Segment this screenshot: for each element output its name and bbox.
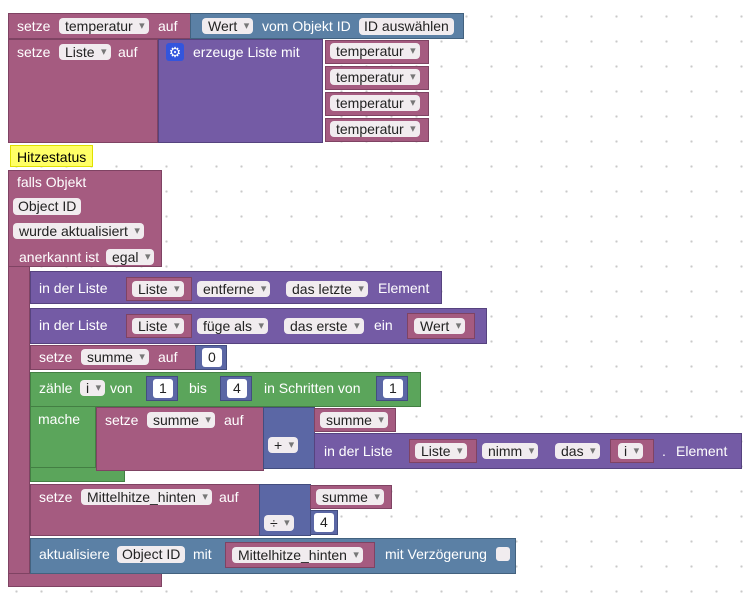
auf-label: auf <box>158 18 178 34</box>
dot-label: . <box>662 443 666 459</box>
anerkannt-label: anerkannt ist <box>19 249 100 265</box>
trigger-object-id-field[interactable]: Object ID <box>13 198 82 215</box>
loop-from-field[interactable]: 1 <box>153 379 173 398</box>
remove-position-dropdown[interactable]: das letzte <box>286 281 368 297</box>
operator-dropdown-plus[interactable]: + <box>268 437 299 453</box>
create-list-label: erzeuge Liste mit <box>193 44 300 60</box>
ein-label: ein <box>374 317 393 333</box>
index-var-dropdown[interactable]: i <box>618 443 644 459</box>
get-operation-dropdown[interactable]: nimm <box>482 443 539 459</box>
zaehle-label: zähle <box>39 380 73 396</box>
schritte-label: in Schritten von <box>264 380 361 396</box>
list-var-dropdown[interactable]: Liste <box>415 443 467 459</box>
remove-from-list-block[interactable] <box>30 271 442 304</box>
variable-dropdown-summe[interactable]: summe <box>81 349 149 365</box>
element-label: Element <box>676 443 728 459</box>
insert-position-dropdown[interactable]: das erste <box>284 318 364 334</box>
delay-checkbox[interactable] <box>496 547 510 561</box>
loop-step-field[interactable]: 1 <box>383 379 403 398</box>
update-object-id-field[interactable]: Object ID <box>117 546 186 563</box>
in-der-liste-label: in der Liste <box>324 443 393 459</box>
value-attribute-dropdown[interactable]: Wert <box>202 18 254 34</box>
list-item-dropdown[interactable]: temperatur <box>330 95 420 111</box>
list-var-dropdown[interactable]: Liste <box>132 318 184 334</box>
loop-spine <box>30 406 96 468</box>
aktualisiere-label: aktualisiere <box>39 546 110 562</box>
operator-dropdown-divide[interactable]: ÷ <box>264 515 294 531</box>
set-label: setze <box>17 18 51 34</box>
create-list-block[interactable] <box>158 39 323 143</box>
value-var-dropdown[interactable]: Wert <box>414 318 466 334</box>
summe-var-dropdown[interactable]: summe <box>320 412 388 428</box>
variable-dropdown-temperatur[interactable]: temperatur <box>59 18 149 34</box>
mit-label: mit <box>193 546 212 562</box>
auf-label: auf <box>224 412 244 428</box>
element-label: Element <box>378 280 430 296</box>
trigger-spine <box>8 266 30 574</box>
mittelhitze-var-dropdown[interactable]: Mittelhitze_hinten <box>232 547 363 563</box>
get-position-dropdown[interactable]: das <box>555 443 600 459</box>
in-der-liste-label: in der Liste <box>39 317 108 333</box>
set-label: setze <box>39 349 73 365</box>
variable-dropdown-mittelhitze[interactable]: Mittelhitze_hinten <box>81 489 212 505</box>
bis-label: bis <box>189 380 207 396</box>
vom-objekt-label: vom Objekt ID <box>262 18 351 34</box>
list-var-dropdown[interactable]: Liste <box>132 281 184 297</box>
variable-dropdown-liste[interactable]: Liste <box>59 44 111 60</box>
comment-hitzestatus[interactable]: Hitzestatus <box>10 145 94 167</box>
mache-label: mache <box>38 411 81 427</box>
divisor-field[interactable]: 4 <box>314 513 334 532</box>
trigger-event-dropdown[interactable]: wurde aktualisiert <box>13 223 144 239</box>
set-label: setze <box>17 44 51 60</box>
von-label: von <box>110 380 133 396</box>
number-field-zero[interactable]: 0 <box>202 348 222 367</box>
set-label: setze <box>105 412 139 428</box>
auf-label: auf <box>118 44 138 60</box>
variable-dropdown-summe[interactable]: summe <box>147 412 215 428</box>
list-item-dropdown[interactable]: temperatur <box>330 69 420 85</box>
ack-dropdown[interactable]: egal <box>106 249 155 265</box>
insert-operation-dropdown[interactable]: füge als <box>197 318 269 334</box>
remove-operation-dropdown[interactable]: entferne <box>197 281 271 297</box>
trigger-bottom <box>8 573 162 587</box>
auf-label: auf <box>219 489 239 505</box>
set-label: setze <box>39 489 73 505</box>
falls-objekt-label: falls Objekt <box>17 174 87 190</box>
id-select-button[interactable]: ID auswählen <box>359 18 454 35</box>
summe-var-dropdown[interactable]: summe <box>316 489 384 505</box>
list-item-dropdown[interactable]: temperatur <box>330 121 420 137</box>
auf-label: auf <box>158 349 178 365</box>
loop-var-dropdown[interactable]: i <box>80 380 106 396</box>
gear-icon[interactable]: ⚙ <box>166 43 184 61</box>
delay-label: mit Verzögerung <box>385 546 487 562</box>
in-der-liste-label: in der Liste <box>39 280 108 296</box>
list-item-dropdown[interactable]: temperatur <box>330 43 420 59</box>
loop-to-field[interactable]: 4 <box>227 379 247 398</box>
